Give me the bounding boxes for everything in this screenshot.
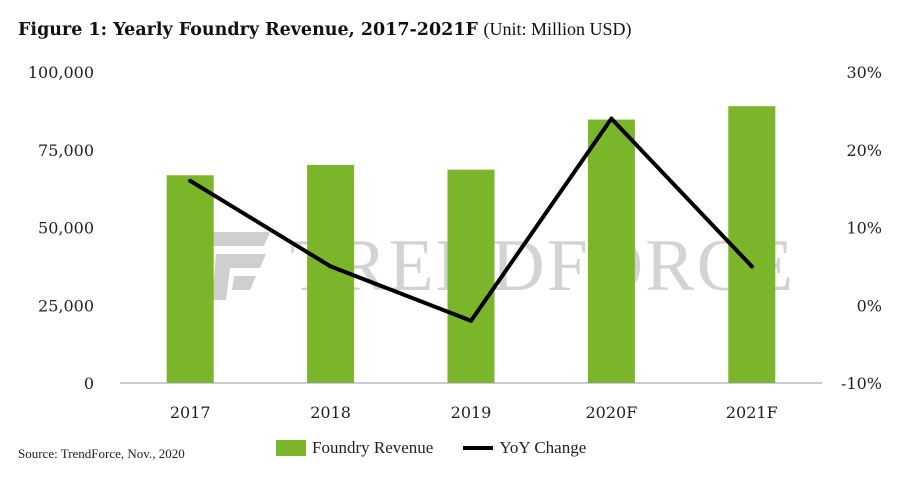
- source-note: Source: TrendForce, Nov., 2020: [18, 446, 185, 461]
- bar-2021F: [728, 106, 776, 384]
- bar-2017: [166, 175, 214, 383]
- y-right-tick-label: 10%: [846, 219, 882, 238]
- y-left-tick-label: 0: [84, 374, 94, 393]
- x-tick-label: 2020F: [585, 403, 637, 422]
- bar-2019: [447, 169, 495, 383]
- chart-title-unit: (Unit: Million USD): [483, 19, 632, 39]
- legend-swatch-bar: [276, 440, 306, 456]
- yoy-point-2019: [469, 318, 473, 323]
- legend-swatch-line: [463, 446, 494, 450]
- y-right-tick-label: 0%: [857, 296, 882, 315]
- yoy-point-2021F: [749, 264, 754, 269]
- x-tick-label: 2019: [451, 403, 492, 422]
- legend: Foundry Revenue YoY Change: [276, 438, 616, 458]
- legend-label-revenue: Foundry Revenue: [312, 438, 434, 457]
- y-left-tick-label: 50,000: [38, 219, 94, 238]
- yoy-point-2017: [188, 178, 193, 183]
- yoy-point-2018: [328, 264, 333, 269]
- y-left-tick-label: 100,000: [28, 63, 94, 82]
- yoy-point-2020F: [609, 116, 614, 121]
- y-right-tick-label: 30%: [846, 63, 882, 82]
- legend-item-yoy: YoY Change: [463, 438, 586, 458]
- y-right-tick-label: 20%: [846, 141, 882, 160]
- x-tick-label: 2018: [310, 403, 351, 422]
- chart-title-main: Figure 1: Yearly Foundry Revenue, 2017-2…: [18, 20, 478, 40]
- x-tick-label: 2021F: [726, 403, 778, 422]
- bar-2020F: [587, 119, 635, 383]
- y-left-tick-label: 75,000: [38, 141, 94, 160]
- y-left-tick-label: 25,000: [38, 296, 94, 315]
- legend-item-revenue: Foundry Revenue: [276, 438, 433, 458]
- chart-title: Figure 1: Yearly Foundry Revenue, 2017-2…: [18, 19, 632, 40]
- y-right-tick-label: -10%: [841, 374, 882, 393]
- x-tick-label: 2017: [170, 403, 211, 422]
- legend-label-yoy: YoY Change: [499, 438, 587, 457]
